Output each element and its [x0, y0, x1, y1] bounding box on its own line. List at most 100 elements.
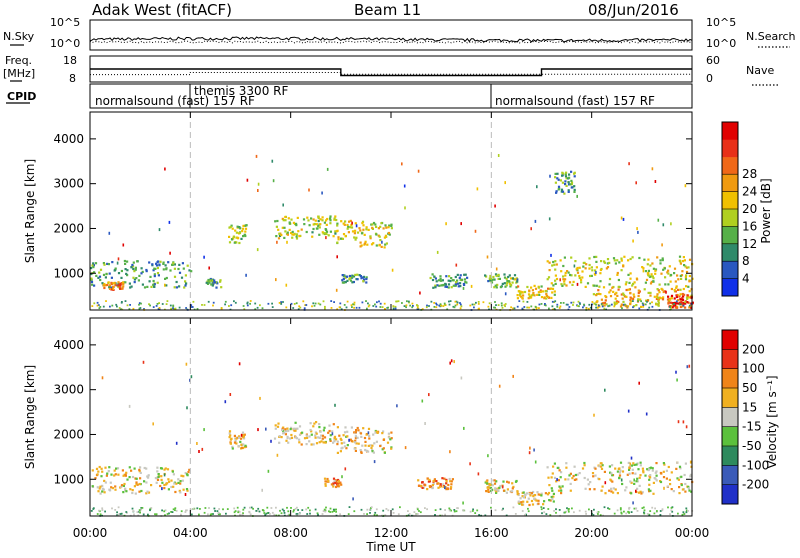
echo-cell [340, 220, 343, 223]
echo-cell [429, 276, 432, 280]
echo-cell [616, 470, 619, 473]
echo-cell [547, 295, 550, 298]
echo-cell [497, 277, 500, 280]
echo-cell [284, 428, 287, 431]
echo-cell [397, 513, 400, 516]
echo-cell [633, 295, 636, 298]
echo-cell [501, 509, 504, 511]
velocity-data [90, 318, 694, 517]
echo-cell [605, 267, 608, 270]
echo-cell [133, 485, 136, 488]
echo-cell [654, 272, 657, 275]
echo-cell [576, 305, 579, 307]
echo-cell [273, 513, 276, 516]
echo-cell [561, 181, 564, 184]
echo-cell [633, 507, 636, 510]
echo-cell [522, 300, 525, 303]
echo-cell [296, 216, 299, 219]
echo-cell [442, 485, 445, 488]
echo-cell [679, 467, 682, 470]
echo-cell [133, 278, 136, 281]
echo-cell [612, 257, 616, 260]
echo-cell [337, 480, 340, 483]
colorbar-swatch [722, 209, 738, 227]
echo-cell [118, 307, 121, 309]
echo-cell [185, 307, 187, 309]
echo-cell [388, 233, 391, 236]
echo-cell [425, 306, 428, 309]
echo-cell [501, 485, 504, 489]
echo-cell [163, 473, 166, 477]
echo-cell [236, 506, 239, 509]
echo-cell [504, 303, 507, 305]
echo-cell [213, 281, 216, 284]
echo-cell [298, 441, 301, 444]
echo-cell [629, 299, 632, 302]
echo-cell [553, 476, 557, 479]
echo-cell [286, 506, 288, 509]
nave-right-tick-top: 60 [706, 54, 720, 67]
echo-cell [108, 272, 111, 275]
echo-cell [521, 307, 524, 310]
echo-cell [565, 466, 568, 469]
echo-cell [682, 287, 685, 291]
echo-cell [244, 230, 247, 233]
echo-cell [488, 308, 490, 311]
echo-cell [394, 305, 397, 308]
echo-cell [216, 510, 219, 512]
echo-cell [124, 473, 127, 476]
echo-cell [103, 284, 106, 287]
echo-cell [98, 307, 101, 310]
echo-cell [586, 478, 589, 481]
echo-cell [103, 283, 106, 286]
echo-cell [101, 282, 104, 285]
echo-cell [567, 271, 570, 274]
echo-cell [243, 506, 246, 509]
echo-cell [626, 306, 629, 309]
echo-cell [180, 276, 184, 279]
echo-cell [588, 508, 590, 511]
echo-cell [367, 305, 370, 308]
echo-cell [622, 300, 625, 303]
echo-cell [474, 229, 477, 233]
echo-cell [431, 278, 435, 282]
echo-cell [157, 308, 160, 310]
echo-cell [147, 513, 149, 516]
echo-cell [203, 428, 205, 432]
echo-cell [267, 302, 270, 305]
echo-cell [254, 308, 257, 311]
echo-cell [120, 276, 123, 279]
echo-cell [454, 283, 457, 286]
echo-cell [599, 465, 603, 468]
echo-cell [686, 301, 689, 304]
echo-cell [651, 262, 654, 265]
echo-cell [531, 293, 534, 296]
echo-cell [117, 506, 120, 509]
echo-cell [619, 507, 622, 509]
echo-cell [661, 259, 664, 262]
echo-cell [518, 294, 522, 297]
echo-cell [502, 480, 505, 483]
echo-cell [91, 305, 94, 307]
echo-cell [99, 268, 103, 271]
echo-cell [317, 216, 320, 220]
echo-cell [271, 511, 274, 514]
echo-cell [128, 404, 131, 408]
echo-cell [659, 259, 662, 262]
echo-cell [97, 276, 100, 279]
echo-cell [517, 285, 520, 288]
echo-cell [656, 293, 659, 296]
echo-cell [165, 267, 168, 270]
echo-cell [147, 476, 150, 479]
echo-cell [339, 513, 341, 516]
echo-cell [113, 269, 116, 272]
echo-cell [346, 275, 349, 278]
echo-cell [101, 487, 104, 490]
echo-cell [186, 406, 188, 410]
echo-cell [681, 270, 684, 273]
echo-cell [603, 506, 606, 509]
echo-cell [678, 255, 682, 258]
echo-cell [594, 467, 597, 470]
velocity-ylabel: Slant Range [km] [23, 365, 37, 469]
echo-cell [551, 489, 554, 492]
